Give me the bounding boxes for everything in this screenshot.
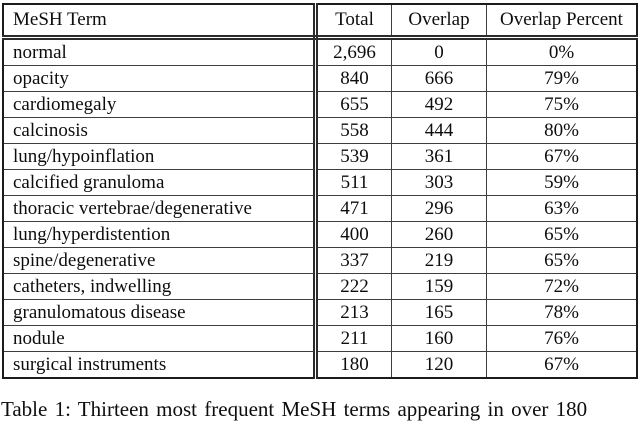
cell-mesh-term: lung/hyperdistention	[2, 221, 318, 248]
cell-mesh-term: calcinosis	[2, 117, 318, 144]
cell-overlap: 219	[391, 247, 487, 274]
cell-overlap-percent: 80%	[486, 117, 638, 144]
cell-mesh-term: lung/hypoinflation	[2, 143, 318, 170]
table-row: nodule 211 160 76%	[2, 325, 638, 352]
col-header-overlap-percent: Overlap Percent	[486, 3, 638, 40]
cell-mesh-term: thoracic vertebrae/degenerative	[2, 195, 318, 222]
cell-overlap: 444	[391, 117, 487, 144]
col-header-total: Total	[315, 3, 392, 40]
cell-total: 840	[315, 65, 392, 92]
cell-overlap-percent: 65%	[486, 221, 638, 248]
cell-total: 558	[315, 117, 392, 144]
cell-overlap-percent: 65%	[486, 247, 638, 274]
table-row: surgical instruments 180 120 67%	[2, 351, 638, 379]
cell-overlap-percent: 72%	[486, 273, 638, 300]
table-row: cardiomegaly 655 492 75%	[2, 91, 638, 118]
cell-total: 511	[315, 169, 392, 196]
cell-overlap-percent: 63%	[486, 195, 638, 222]
table-row: calcified granuloma 511 303 59%	[2, 169, 638, 196]
cell-total: 400	[315, 221, 392, 248]
table-row: opacity 840 666 79%	[2, 65, 638, 92]
table-row: lung/hypoinflation 539 361 67%	[2, 143, 638, 170]
cell-overlap-percent: 75%	[486, 91, 638, 118]
table-row: catheters, indwelling 222 159 72%	[2, 273, 638, 300]
cell-mesh-term: nodule	[2, 325, 318, 352]
cell-total: 2,696	[315, 37, 392, 66]
cell-overlap-percent: 67%	[486, 351, 638, 379]
table-row: thoracic vertebrae/degenerative 471 296 63%	[2, 195, 638, 222]
cell-total: 655	[315, 91, 392, 118]
cell-total: 180	[315, 351, 392, 379]
cell-overlap: 303	[391, 169, 487, 196]
cell-overlap: 666	[391, 65, 487, 92]
cell-mesh-term: calcified granuloma	[2, 169, 318, 196]
table-row: calcinosis 558 444 80%	[2, 117, 638, 144]
cell-overlap-percent: 67%	[486, 143, 638, 170]
col-header-mesh-term: MeSH Term	[2, 3, 318, 40]
cell-total: 471	[315, 195, 392, 222]
cell-overlap-percent: 79%	[486, 65, 638, 92]
cell-overlap: 0	[391, 37, 487, 66]
cell-total: 213	[315, 299, 392, 326]
cell-total: 222	[315, 273, 392, 300]
cell-overlap-percent: 76%	[486, 325, 638, 352]
table-header-row: MeSH Term Total Overlap Overlap Percent	[2, 3, 638, 40]
table-row: normal 2,696 0 0%	[2, 37, 638, 66]
cell-overlap: 159	[391, 273, 487, 300]
table-row: granulomatous disease 213 165 78%	[2, 299, 638, 326]
cell-total: 539	[315, 143, 392, 170]
table-row: spine/degenerative 337 219 65%	[2, 247, 638, 274]
table-caption: Table 1: Thirteen most frequent MeSH ter…	[1, 397, 588, 421]
col-header-overlap: Overlap	[391, 3, 487, 40]
cell-mesh-term: catheters, indwelling	[2, 273, 318, 300]
cell-mesh-term: normal	[2, 37, 318, 66]
mesh-term-table: MeSH Term Total Overlap Overlap Percent …	[2, 3, 638, 379]
cell-total: 211	[315, 325, 392, 352]
cell-total: 337	[315, 247, 392, 274]
table-row: lung/hyperdistention 400 260 65%	[2, 221, 638, 248]
cell-mesh-term: cardiomegaly	[2, 91, 318, 118]
cell-overlap: 260	[391, 221, 487, 248]
cell-overlap-percent: 59%	[486, 169, 638, 196]
cell-overlap: 165	[391, 299, 487, 326]
cell-overlap: 492	[391, 91, 487, 118]
cell-overlap-percent: 78%	[486, 299, 638, 326]
cell-mesh-term: surgical instruments	[2, 351, 318, 379]
cell-overlap: 296	[391, 195, 487, 222]
cell-mesh-term: opacity	[2, 65, 318, 92]
cell-overlap: 160	[391, 325, 487, 352]
cell-overlap-percent: 0%	[486, 37, 638, 66]
cell-mesh-term: spine/degenerative	[2, 247, 318, 274]
cell-overlap: 361	[391, 143, 487, 170]
cell-mesh-term: granulomatous disease	[2, 299, 318, 326]
cell-overlap: 120	[391, 351, 487, 379]
